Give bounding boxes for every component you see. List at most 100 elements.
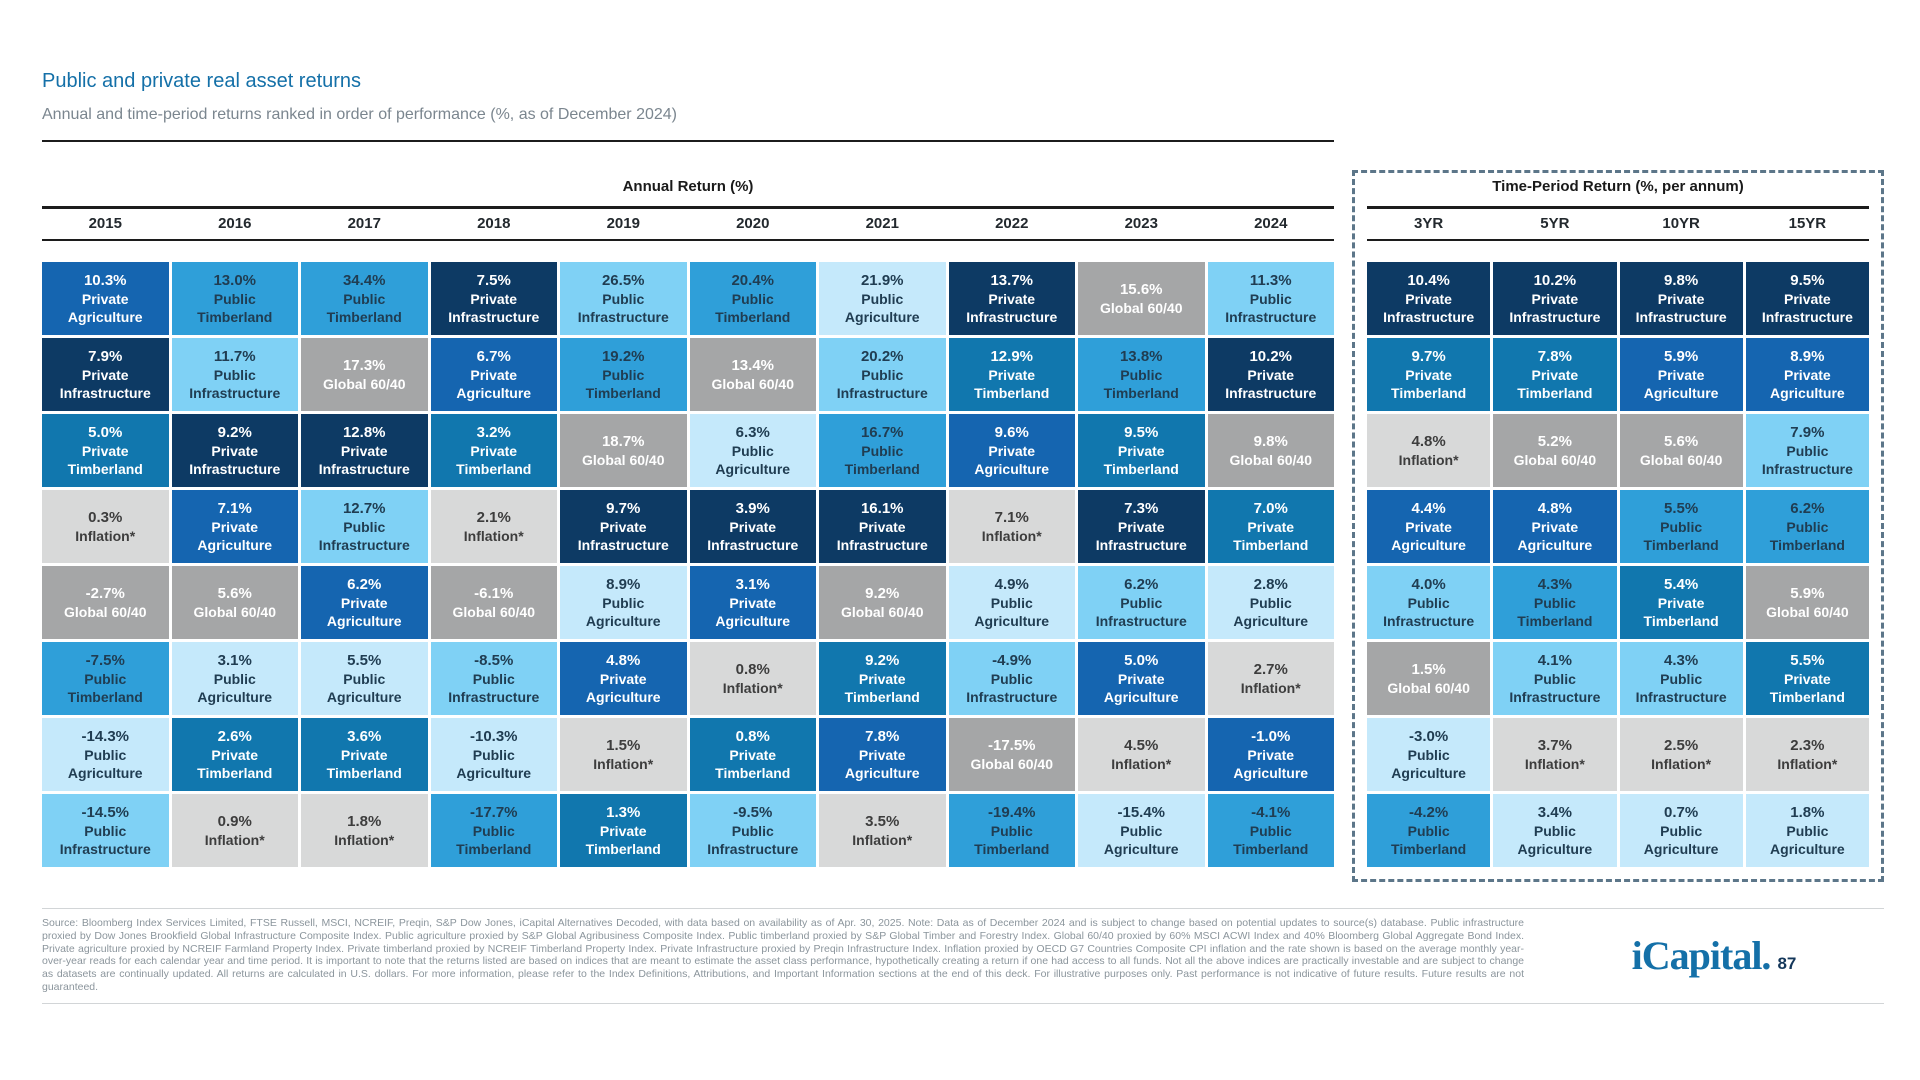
column-header-2016: 2016 [218, 215, 252, 232]
column-header-2019: 2019 [606, 215, 640, 232]
annual-return-grid: 10.3% Private Agriculture 13.0% Public Timber… [42, 262, 1334, 867]
return-cell: 5.9% Global 60/40 [1745, 566, 1869, 639]
return-cell: 5.2% Global 60/40 [1493, 414, 1617, 487]
return-cell: 9.2% Private Timberland [819, 642, 946, 715]
return-cell: 4.0% Public Infrastructure [1367, 566, 1491, 639]
return-cell: 3.4% Public Agriculture [1493, 794, 1617, 867]
column-header-3yr: 3YR [1414, 215, 1444, 232]
return-cell: 7.3% Private Infrastructure [1078, 490, 1205, 563]
returns-quilt: Annual Return (%) 2015 2016 2017 2018 2019 20… [42, 140, 1884, 882]
time-period-return-grid: 10.4% Private Infrastructure 10.2% Private In… [1367, 262, 1869, 867]
return-cell: -19.4% Public Timberland [948, 794, 1075, 867]
return-cell: 9.8% Global 60/40 [1207, 414, 1334, 487]
column-header-2018: 2018 [477, 215, 511, 232]
return-cell: -4.2% Public Timberland [1367, 794, 1491, 867]
return-cell: 16.1% Private Infrastructure [819, 490, 946, 563]
logo-block: iCapital. 87 [1544, 932, 1884, 979]
return-cell: 1.5% Inflation* [560, 718, 687, 791]
return-cell: -15.4% Public Agriculture [1078, 794, 1205, 867]
return-cell: 20.4% Public Timberland [689, 262, 816, 335]
column-header-2024: 2024 [1254, 215, 1288, 232]
return-cell: 9.7% Private Timberland [1367, 338, 1491, 411]
return-cell: -4.9% Public Infrastructure [948, 642, 1075, 715]
return-cell: 10.2% Private Infrastructure [1493, 262, 1617, 335]
return-cell: 6.3% Public Agriculture [689, 414, 816, 487]
return-cell: 19.2% Public Timberland [560, 338, 687, 411]
return-cell: 1.8% Public Agriculture [1745, 794, 1869, 867]
return-cell: 4.4% Private Agriculture [1367, 490, 1491, 563]
return-cell: 13.8% Public Timberland [1078, 338, 1205, 411]
return-cell: 11.3% Public Infrastructure [1207, 262, 1334, 335]
return-cell: 10.3% Private Agriculture [42, 262, 169, 335]
time-period-return-section: Time-Period Return (%, per annum) 3YR 5YR… [1352, 170, 1884, 882]
return-cell: 20.2% Public Infrastructure [819, 338, 946, 411]
return-cell: 4.5% Inflation* [1078, 718, 1205, 791]
column-header-2015: 2015 [88, 215, 122, 232]
annual-year-header-row: 2015 2016 2017 2018 2019 2020 2021 2022 2023 2024 [42, 206, 1334, 241]
return-cell: 2.7% Inflation* [1207, 642, 1334, 715]
return-cell: -8.5% Public Infrastructure [430, 642, 557, 715]
return-cell: 6.2% Private Agriculture [301, 566, 428, 639]
return-cell: 6.7% Private Agriculture [430, 338, 557, 411]
period-header-row: 3YR 5YR 10YR 15YR [1367, 206, 1869, 241]
return-cell: 5.0% Private Timberland [42, 414, 169, 487]
return-cell: -7.5% Public Timberland [42, 642, 169, 715]
return-cell: 5.5% Private Timberland [1745, 642, 1869, 715]
return-cell: 2.1% Inflation* [430, 490, 557, 563]
return-cell: 2.5% Inflation* [1619, 718, 1743, 791]
return-cell: 18.7% Global 60/40 [560, 414, 687, 487]
return-cell: 5.4% Private Timberland [1619, 566, 1743, 639]
return-cell: 5.0% Private Agriculture [1078, 642, 1205, 715]
return-cell: 4.3% Public Infrastructure [1619, 642, 1743, 715]
return-cell: 2.8% Public Agriculture [1207, 566, 1334, 639]
annual-return-header: Annual Return (%) [622, 178, 754, 195]
annual-return-section: Annual Return (%) 2015 2016 2017 2018 2019 20… [42, 140, 1334, 867]
return-cell: 12.7% Public Infrastructure [301, 490, 428, 563]
return-cell: 3.5% Inflation* [819, 794, 946, 867]
return-cell: 21.9% Public Agriculture [819, 262, 946, 335]
page-subtitle: Annual and time-period returns ranked in… [42, 106, 677, 123]
return-cell: 9.2% Global 60/40 [819, 566, 946, 639]
page-title: Public and private real asset returns [42, 70, 362, 92]
footer: Source: Bloomberg Index Services Limited… [42, 908, 1884, 1004]
return-cell: 0.8% Private Timberland [689, 718, 816, 791]
return-cell: 7.8% Private Timberland [1493, 338, 1617, 411]
return-cell: 7.8% Private Agriculture [819, 718, 946, 791]
return-cell: 6.2% Public Timberland [1745, 490, 1869, 563]
return-cell: 0.3% Inflation* [42, 490, 169, 563]
return-cell: 9.6% Private Agriculture [948, 414, 1075, 487]
return-cell: 1.3% Private Timberland [560, 794, 687, 867]
return-cell: 2.3% Inflation* [1745, 718, 1869, 791]
return-cell: -17.7% Public Timberland [430, 794, 557, 867]
return-cell: 5.5% Public Timberland [1619, 490, 1743, 563]
column-header-2020: 2020 [736, 215, 770, 232]
return-cell: 0.7% Public Agriculture [1619, 794, 1743, 867]
return-cell: 7.5% Private Infrastructure [430, 262, 557, 335]
return-cell: 1.8% Inflation* [301, 794, 428, 867]
return-cell: 12.9% Private Timberland [948, 338, 1075, 411]
return-cell: 5.6% Global 60/40 [171, 566, 298, 639]
return-cell: 13.4% Global 60/40 [689, 338, 816, 411]
column-header-5yr: 5YR [1540, 215, 1570, 232]
return-cell: 9.2% Private Infrastructure [171, 414, 298, 487]
return-cell: -1.0% Private Agriculture [1207, 718, 1334, 791]
return-cell: 5.9% Private Agriculture [1619, 338, 1743, 411]
return-cell: 34.4% Public Timberland [301, 262, 428, 335]
return-cell: 7.9% Public Infrastructure [1745, 414, 1869, 487]
return-cell: 6.2% Public Infrastructure [1078, 566, 1205, 639]
return-cell: 5.5% Public Agriculture [301, 642, 428, 715]
return-cell: 3.6% Private Timberland [301, 718, 428, 791]
return-cell: 7.1% Private Agriculture [171, 490, 298, 563]
return-cell: -2.7% Global 60/40 [42, 566, 169, 639]
column-header-10yr: 10YR [1662, 215, 1700, 232]
return-cell: 9.8% Private Infrastructure [1619, 262, 1743, 335]
source-disclaimer-text: Source: Bloomberg Index Services Limited… [42, 917, 1524, 993]
return-cell: 9.7% Private Infrastructure [560, 490, 687, 563]
return-cell: 3.9% Private Infrastructure [689, 490, 816, 563]
return-cell: 26.5% Public Infrastructure [560, 262, 687, 335]
return-cell: 8.9% Private Agriculture [1745, 338, 1869, 411]
return-cell: 0.9% Inflation* [171, 794, 298, 867]
return-cell: 4.8% Inflation* [1367, 414, 1491, 487]
return-cell: 12.8% Private Infrastructure [301, 414, 428, 487]
return-cell: 4.8% Private Agriculture [1493, 490, 1617, 563]
